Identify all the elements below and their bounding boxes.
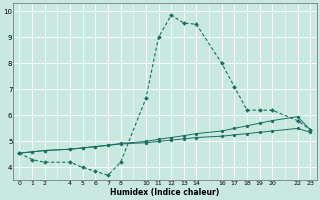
X-axis label: Humidex (Indice chaleur): Humidex (Indice chaleur)	[110, 188, 220, 197]
